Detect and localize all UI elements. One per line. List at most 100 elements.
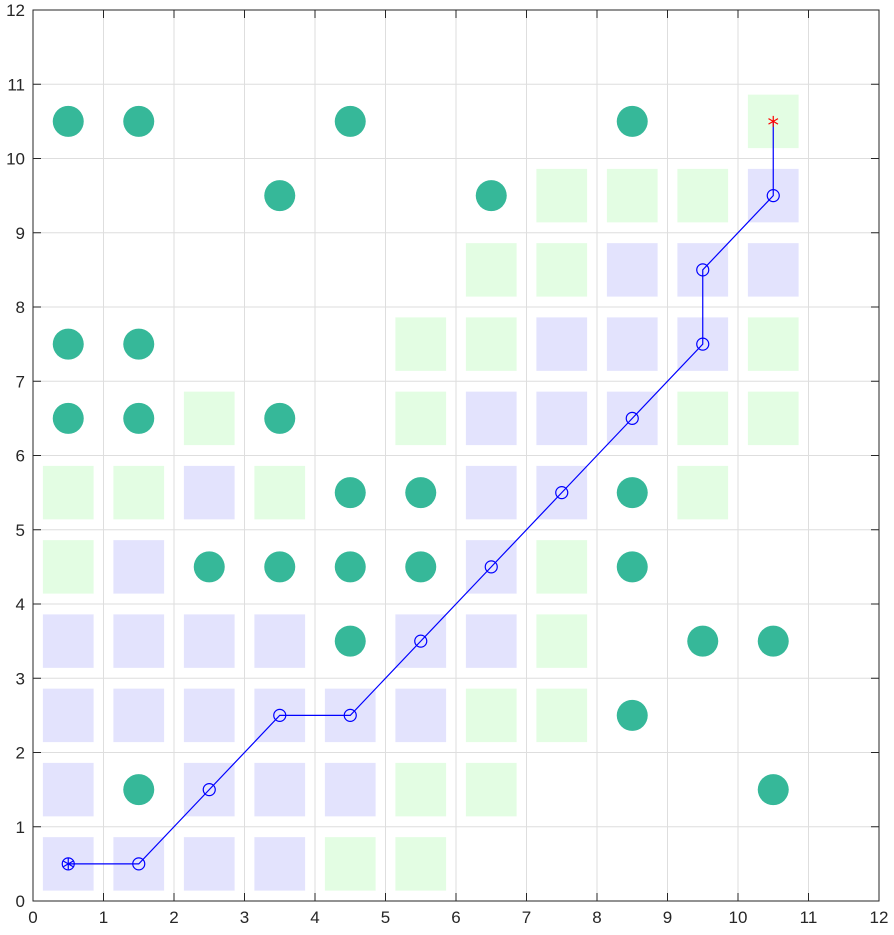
closed-cell bbox=[606, 243, 658, 297]
y-tick-label: 8 bbox=[16, 298, 25, 317]
closed-cell bbox=[113, 688, 165, 743]
obstacle-marker bbox=[616, 105, 648, 137]
path-point bbox=[132, 857, 146, 871]
obstacle-marker bbox=[334, 625, 366, 657]
x-tick-label: 1 bbox=[99, 908, 108, 927]
x-tick-label: 3 bbox=[240, 908, 249, 927]
closed-cell bbox=[42, 614, 94, 668]
path-point bbox=[484, 560, 498, 574]
open-cell bbox=[536, 688, 588, 743]
obstacle-marker bbox=[757, 625, 789, 657]
open-cell bbox=[536, 243, 588, 297]
x-tick-label: 9 bbox=[663, 908, 672, 927]
y-tick-label: 2 bbox=[16, 744, 25, 763]
obstacle-marker bbox=[123, 402, 155, 434]
y-tick-label: 12 bbox=[6, 1, 25, 20]
closed-cell bbox=[465, 614, 517, 668]
open-cell bbox=[747, 317, 799, 371]
closed-cell bbox=[42, 762, 94, 817]
obstacle-marker bbox=[334, 551, 366, 583]
obstacle-marker bbox=[757, 774, 789, 806]
obstacle-marker bbox=[52, 402, 84, 434]
open-cell bbox=[465, 243, 517, 297]
goal-marker-stroke bbox=[768, 118, 779, 125]
y-tick-label: 6 bbox=[16, 447, 25, 466]
path-point bbox=[202, 783, 216, 797]
path-point bbox=[273, 708, 287, 722]
closed-cell bbox=[536, 317, 588, 371]
path-point bbox=[555, 486, 569, 500]
closed-cell bbox=[42, 688, 94, 743]
closed-cell bbox=[324, 762, 376, 817]
obstacle-marker bbox=[405, 477, 437, 509]
open-cell bbox=[395, 317, 447, 371]
obstacle-marker bbox=[687, 625, 719, 657]
open-cell bbox=[113, 465, 165, 520]
open-cell bbox=[536, 614, 588, 668]
x-tick-label: 5 bbox=[381, 908, 390, 927]
y-tick-label: 0 bbox=[16, 892, 25, 911]
start-marker-stroke bbox=[63, 860, 74, 868]
obstacle-marker bbox=[616, 477, 648, 509]
open-cell bbox=[42, 465, 94, 520]
path-point bbox=[414, 634, 428, 648]
open-cell bbox=[536, 168, 588, 223]
obstacle-marker bbox=[475, 180, 507, 212]
obstacle-marker bbox=[123, 105, 155, 137]
y-tick-label: 3 bbox=[16, 669, 25, 688]
x-tick-label: 12 bbox=[870, 908, 889, 927]
open-cell bbox=[395, 837, 447, 891]
open-cell bbox=[324, 837, 376, 891]
closed-cell bbox=[254, 837, 306, 891]
obstacle-marker bbox=[334, 105, 366, 137]
y-tick-label: 1 bbox=[16, 818, 25, 837]
obstacle-marker bbox=[264, 551, 296, 583]
path-point bbox=[625, 411, 639, 425]
obstacle-marker bbox=[52, 105, 84, 137]
x-tick-label: 10 bbox=[729, 908, 748, 927]
y-tick-label: 4 bbox=[16, 595, 25, 614]
open-cell bbox=[465, 762, 517, 817]
open-cell bbox=[606, 168, 658, 223]
open-cell bbox=[465, 317, 517, 371]
closed-cell bbox=[183, 688, 235, 743]
open-cell bbox=[42, 540, 94, 594]
obstacle-marker bbox=[616, 551, 648, 583]
open-cell bbox=[465, 688, 517, 743]
obstacle-marker bbox=[264, 402, 296, 434]
obstacle-marker bbox=[193, 551, 225, 583]
path-point bbox=[696, 337, 710, 351]
closed-cell bbox=[254, 614, 306, 668]
open-cell bbox=[747, 391, 799, 446]
closed-cell bbox=[113, 540, 165, 594]
closed-cell bbox=[747, 243, 799, 297]
obstacle-marker bbox=[616, 699, 648, 731]
open-cell bbox=[254, 465, 306, 520]
x-tick-label: 4 bbox=[310, 908, 319, 927]
x-tick-label: 7 bbox=[522, 908, 531, 927]
x-tick-label: 11 bbox=[800, 908, 818, 927]
obstacle-marker bbox=[264, 180, 296, 212]
closed-cell bbox=[465, 391, 517, 446]
x-tick-label: 2 bbox=[169, 908, 178, 927]
y-tick-label: 7 bbox=[16, 372, 25, 391]
path bbox=[61, 115, 780, 871]
path-point bbox=[343, 708, 357, 722]
open-cell bbox=[677, 465, 729, 520]
goal-marker bbox=[768, 115, 779, 127]
open-cell bbox=[395, 391, 447, 446]
closed-cell bbox=[254, 762, 306, 817]
x-tick-label: 6 bbox=[451, 908, 460, 927]
start-marker bbox=[63, 858, 74, 870]
x-tick-label: 0 bbox=[28, 908, 37, 927]
obstacles bbox=[52, 105, 789, 806]
closed-cell bbox=[183, 465, 235, 520]
open-cell bbox=[536, 540, 588, 594]
y-tick-label: 5 bbox=[16, 521, 25, 540]
y-tick-label: 11 bbox=[7, 75, 25, 94]
obstacle-marker bbox=[52, 328, 84, 360]
path-point bbox=[696, 263, 710, 277]
closed-cell bbox=[183, 837, 235, 891]
obstacle-marker bbox=[334, 477, 366, 509]
